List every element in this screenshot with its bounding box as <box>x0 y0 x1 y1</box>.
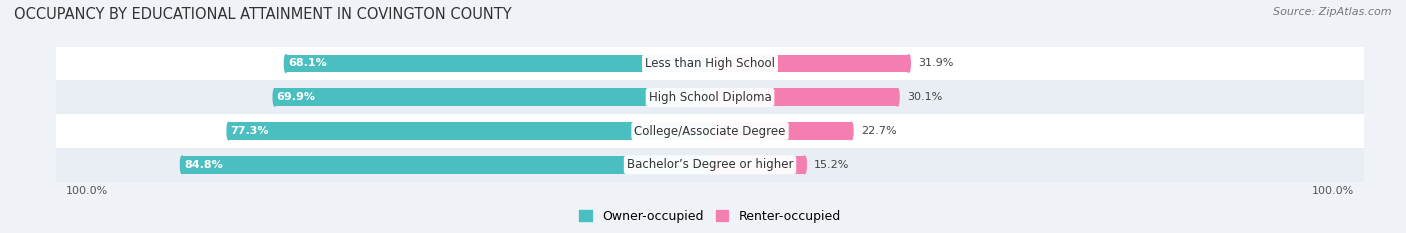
Circle shape <box>849 122 853 140</box>
Bar <box>710 122 852 140</box>
Text: Bachelor’s Degree or higher: Bachelor’s Degree or higher <box>627 158 793 171</box>
Bar <box>56 114 1364 148</box>
Text: OCCUPANCY BY EDUCATIONAL ATTAINMENT IN COVINGTON COUNTY: OCCUPANCY BY EDUCATIONAL ATTAINMENT IN C… <box>14 7 512 22</box>
Bar <box>710 55 908 72</box>
Circle shape <box>228 122 231 140</box>
Circle shape <box>896 89 898 106</box>
Bar <box>56 47 1364 80</box>
Circle shape <box>180 156 184 174</box>
Circle shape <box>907 55 910 72</box>
Text: 30.1%: 30.1% <box>907 92 942 102</box>
Text: 84.8%: 84.8% <box>184 160 222 170</box>
Text: 68.1%: 68.1% <box>288 58 326 69</box>
Text: College/Associate Degree: College/Associate Degree <box>634 125 786 137</box>
Bar <box>181 156 710 174</box>
Text: 77.3%: 77.3% <box>231 126 269 136</box>
Bar <box>285 55 710 72</box>
Bar <box>710 156 804 174</box>
Bar <box>56 148 1364 182</box>
Circle shape <box>284 55 288 72</box>
Legend: Owner-occupied, Renter-occupied: Owner-occupied, Renter-occupied <box>579 210 841 223</box>
Circle shape <box>803 156 806 174</box>
Text: 22.7%: 22.7% <box>860 126 897 136</box>
Text: 31.9%: 31.9% <box>918 58 953 69</box>
Bar <box>229 122 710 140</box>
Text: 15.2%: 15.2% <box>814 160 849 170</box>
Text: High School Diploma: High School Diploma <box>648 91 772 104</box>
Text: 69.9%: 69.9% <box>277 92 316 102</box>
Bar <box>56 80 1364 114</box>
Bar <box>274 89 710 106</box>
Text: Source: ZipAtlas.com: Source: ZipAtlas.com <box>1274 7 1392 17</box>
Bar <box>710 89 897 106</box>
Text: Less than High School: Less than High School <box>645 57 775 70</box>
Circle shape <box>273 89 277 106</box>
